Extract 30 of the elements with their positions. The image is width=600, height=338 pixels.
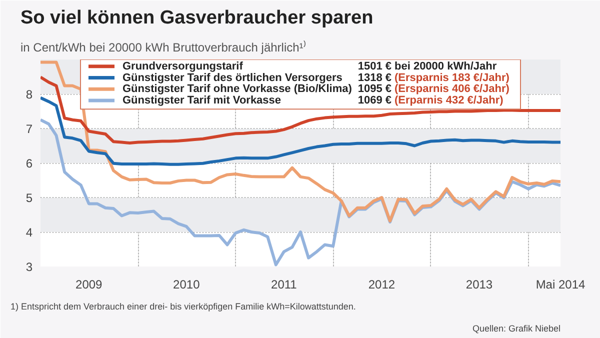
annotation: 1069 € (358, 94, 392, 107)
chart-subtitle: in Cent/kWh bei 20000 kWh Bruttoverbrauch jährlich¹⁾ (20, 40, 306, 54)
x-tick-label: 2012 (368, 278, 396, 292)
source-note: Quellen: Grafik Niebel (472, 324, 561, 334)
y-tick-label: 3 (26, 260, 33, 274)
x-tick-label: Mai 2014 (536, 278, 586, 292)
annotation: 1501 € (358, 60, 392, 72)
legend-label: Günstigster Tarif ohne Vorkasse (Bio/Klima) (122, 83, 352, 96)
line-series (40, 96, 560, 166)
annotation: (Ersparnis 406 €/Jahr) (394, 83, 510, 96)
x-tick-label: 2011 (271, 278, 298, 292)
annotation: (Erparnis 432 €/Jahr) (394, 94, 504, 107)
y-tick-label: 8 (26, 88, 33, 102)
legend-label: Günstigster Tarif mit Vorkasse (122, 94, 282, 107)
text: 1) Entspricht dem Verbrauch einer drei- bis vierköpfigen Familie kWh=Kilowattstunden. (10, 302, 356, 312)
x-tick-label: 2009 (76, 278, 103, 292)
line-series (40, 60, 560, 222)
chart-title: So viel können Gasverbraucher sparen (20, 8, 374, 28)
y-tick-label: 7 (26, 122, 33, 136)
y-tick-label: 4 (26, 226, 33, 240)
y-tick-label: 6 (26, 156, 33, 170)
y-tick-label: 5 (26, 191, 33, 205)
x-tick-label: 2013 (466, 278, 493, 292)
annotation: bei 20000 kWh/Jahr (394, 60, 498, 72)
annotation: (Ersparnis 183 €/Jahr) (394, 72, 510, 84)
legend-label: Günstigster Tarif des örtlichen Versorgers (122, 72, 342, 84)
x-tick-label: 2010 (173, 278, 200, 292)
legend-label: Grundversorgungstarif (122, 60, 244, 72)
annotation: 1095 € (358, 83, 392, 96)
annotation: 1318 € (358, 72, 392, 84)
